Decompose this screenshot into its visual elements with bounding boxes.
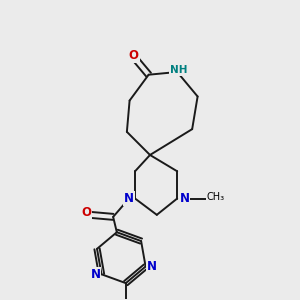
Text: N: N <box>147 260 157 273</box>
Text: N: N <box>179 192 190 205</box>
Text: N: N <box>91 268 100 281</box>
Text: O: O <box>129 49 139 62</box>
Text: NH: NH <box>170 65 188 75</box>
Text: CH₃: CH₃ <box>206 192 224 202</box>
Text: N: N <box>124 192 134 205</box>
Text: O: O <box>81 206 91 219</box>
